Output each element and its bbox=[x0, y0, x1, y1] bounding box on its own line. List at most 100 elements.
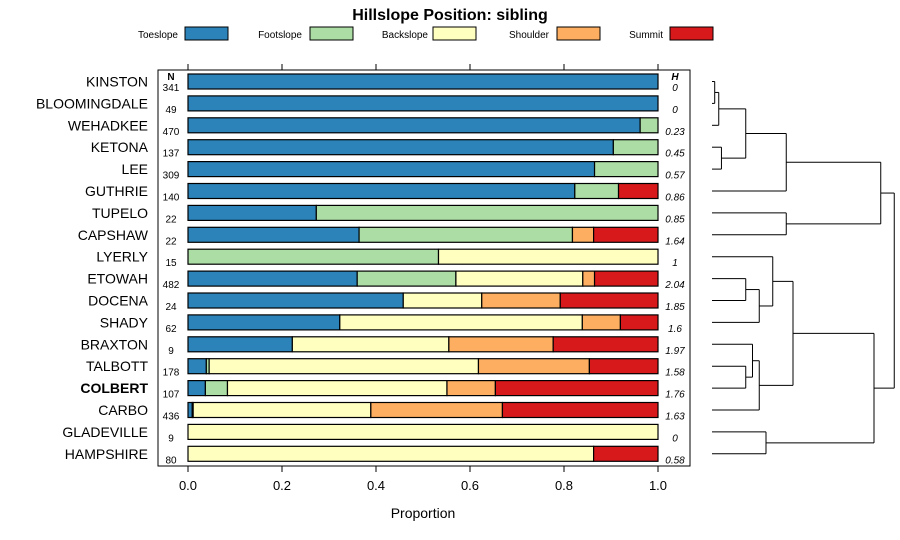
bar-ketona-footslope bbox=[612, 139, 659, 156]
bar-talbott-toeslope bbox=[187, 358, 207, 375]
row-label-braxton: BRAXTON bbox=[81, 336, 148, 352]
bar-colbert-shoulder bbox=[446, 380, 496, 397]
x-axis-title: Proportion bbox=[391, 505, 456, 521]
row-h-tupelo: 0.85 bbox=[665, 214, 685, 225]
bar-docena-shoulder bbox=[481, 292, 561, 309]
row-label-tupelo: TUPELO bbox=[92, 205, 148, 221]
row-h-shady: 1.6 bbox=[668, 324, 682, 335]
bar-bloomingdale-toeslope bbox=[187, 95, 659, 112]
row-h-ketona: 0.45 bbox=[665, 149, 685, 160]
bar-shady-toeslope bbox=[187, 314, 341, 331]
bar-capshaw-summit bbox=[593, 226, 659, 243]
row-h-braxton: 1.97 bbox=[665, 346, 685, 357]
row-h-capshaw: 1.64 bbox=[665, 236, 685, 247]
chart-title: Hillslope Position: sibling bbox=[352, 7, 548, 24]
row-h-guthrie: 0.86 bbox=[665, 193, 685, 204]
bar-tupelo-footslope bbox=[315, 204, 659, 221]
plot-frame bbox=[157, 69, 691, 467]
bar-lyerly-backslope bbox=[437, 248, 659, 265]
bar-carbo-toeslope bbox=[187, 401, 193, 419]
row-n-tupelo: 22 bbox=[165, 214, 177, 225]
legend-swatch-shoulder bbox=[556, 26, 601, 41]
row-n-talbott: 178 bbox=[163, 368, 180, 379]
row-n-lyerly: 15 bbox=[165, 258, 177, 269]
x-tick-label: 0.2 bbox=[273, 478, 291, 493]
bar-braxton-toeslope bbox=[187, 336, 293, 353]
row-h-hampshire: 0.58 bbox=[665, 455, 685, 466]
bar-kinston-toeslope bbox=[187, 73, 659, 90]
row-n-bloomingdale: 49 bbox=[165, 105, 177, 116]
bar-docena-toeslope bbox=[187, 292, 404, 309]
row-n-kinston: 341 bbox=[163, 83, 180, 94]
legend-swatch-footslope bbox=[309, 26, 354, 41]
bar-colbert-footslope bbox=[204, 380, 229, 397]
row-n-carbo: 436 bbox=[163, 412, 180, 423]
row-h-carbo: 1.63 bbox=[665, 412, 685, 423]
row-n-ketona: 137 bbox=[163, 149, 180, 160]
bar-etowah-summit bbox=[593, 270, 659, 287]
bar-lyerly-footslope bbox=[187, 248, 440, 265]
bar-docena-backslope bbox=[402, 292, 483, 309]
row-label-talbott: TALBOTT bbox=[86, 358, 148, 374]
legend-label-footslope: Footslope bbox=[258, 30, 302, 41]
dendrogram bbox=[712, 81, 895, 455]
bar-etowah-backslope bbox=[455, 270, 584, 287]
row-n-docena: 24 bbox=[165, 302, 177, 313]
bar-talbott-shoulder bbox=[477, 358, 590, 375]
bar-wehadkee-footslope bbox=[639, 117, 659, 134]
legend-swatch-backslope bbox=[432, 26, 477, 41]
row-label-docena: DOCENA bbox=[88, 293, 149, 309]
bar-shady-summit bbox=[619, 314, 659, 331]
row-label-kinston: KINSTON bbox=[86, 74, 148, 90]
row-label-lee: LEE bbox=[122, 161, 148, 177]
row-label-shady: SHADY bbox=[100, 314, 149, 330]
row-label-bloomingdale: BLOOMINGDALE bbox=[36, 95, 148, 111]
row-label-wehadkee: WEHADKEE bbox=[68, 117, 148, 133]
bar-wehadkee-toeslope bbox=[187, 117, 641, 134]
bar-tupelo-toeslope bbox=[187, 204, 317, 221]
x-axis: 0.0 0.2 0.4 0.6 0.8 1.0 bbox=[179, 64, 667, 493]
x-tick-label: 0.0 bbox=[179, 478, 197, 493]
bar-braxton-summit bbox=[552, 336, 659, 353]
bar-capshaw-toeslope bbox=[187, 226, 360, 243]
row-label-guthrie: GUTHRIE bbox=[85, 183, 148, 199]
bar-braxton-shoulder bbox=[448, 336, 554, 353]
row-label-ketona: KETONA bbox=[91, 139, 149, 155]
row-n-capshaw: 22 bbox=[165, 236, 177, 247]
row-h-lyerly: 1 bbox=[672, 258, 678, 269]
row-h-gladeville: 0 bbox=[672, 433, 678, 444]
legend: Toeslope Footslope Backslope Shoulder Summit bbox=[138, 26, 714, 41]
row-label-etowah: ETOWAH bbox=[87, 271, 148, 287]
row-label-colbert: COLBERT bbox=[80, 380, 148, 396]
n-column-header: N bbox=[167, 72, 174, 83]
bar-capshaw-footslope bbox=[358, 226, 574, 243]
bar-colbert-backslope bbox=[226, 380, 448, 397]
bar-carbo-backslope bbox=[192, 401, 372, 419]
bar-etowah-footslope bbox=[356, 270, 457, 287]
bar-hampshire-summit bbox=[593, 445, 659, 462]
row-n-colbert: 107 bbox=[163, 390, 180, 401]
row-n-etowah: 482 bbox=[163, 280, 180, 291]
bar-capshaw-shoulder bbox=[571, 226, 595, 243]
bar-braxton-backslope bbox=[291, 336, 450, 353]
bar-docena-summit bbox=[559, 292, 659, 309]
bar-lee-footslope bbox=[593, 161, 659, 178]
row-n-hampshire: 80 bbox=[165, 455, 177, 466]
x-tick-label: 1.0 bbox=[649, 478, 667, 493]
x-tick-label: 0.6 bbox=[461, 478, 479, 493]
row-n-shady: 62 bbox=[165, 324, 177, 335]
row-n-guthrie: 140 bbox=[163, 193, 180, 204]
row-label-carbo: CARBO bbox=[98, 402, 148, 418]
row-h-etowah: 2.04 bbox=[664, 280, 685, 291]
bar-shady-shoulder bbox=[581, 314, 622, 331]
row-h-kinston: 0 bbox=[672, 83, 678, 94]
bar-talbott-backslope bbox=[208, 358, 480, 375]
bar-rows: KINSTON 341 0 BLOOMINGDALE 49 0 WEHADKEE 470 0.2… bbox=[36, 73, 685, 466]
bar-carbo-summit bbox=[501, 401, 659, 419]
row-n-lee: 309 bbox=[163, 171, 180, 182]
bar-etowah-shoulder bbox=[582, 270, 596, 287]
row-label-capshaw: CAPSHAW bbox=[78, 227, 149, 243]
legend-label-shoulder: Shoulder bbox=[509, 30, 550, 41]
bar-guthrie-footslope bbox=[574, 182, 620, 200]
